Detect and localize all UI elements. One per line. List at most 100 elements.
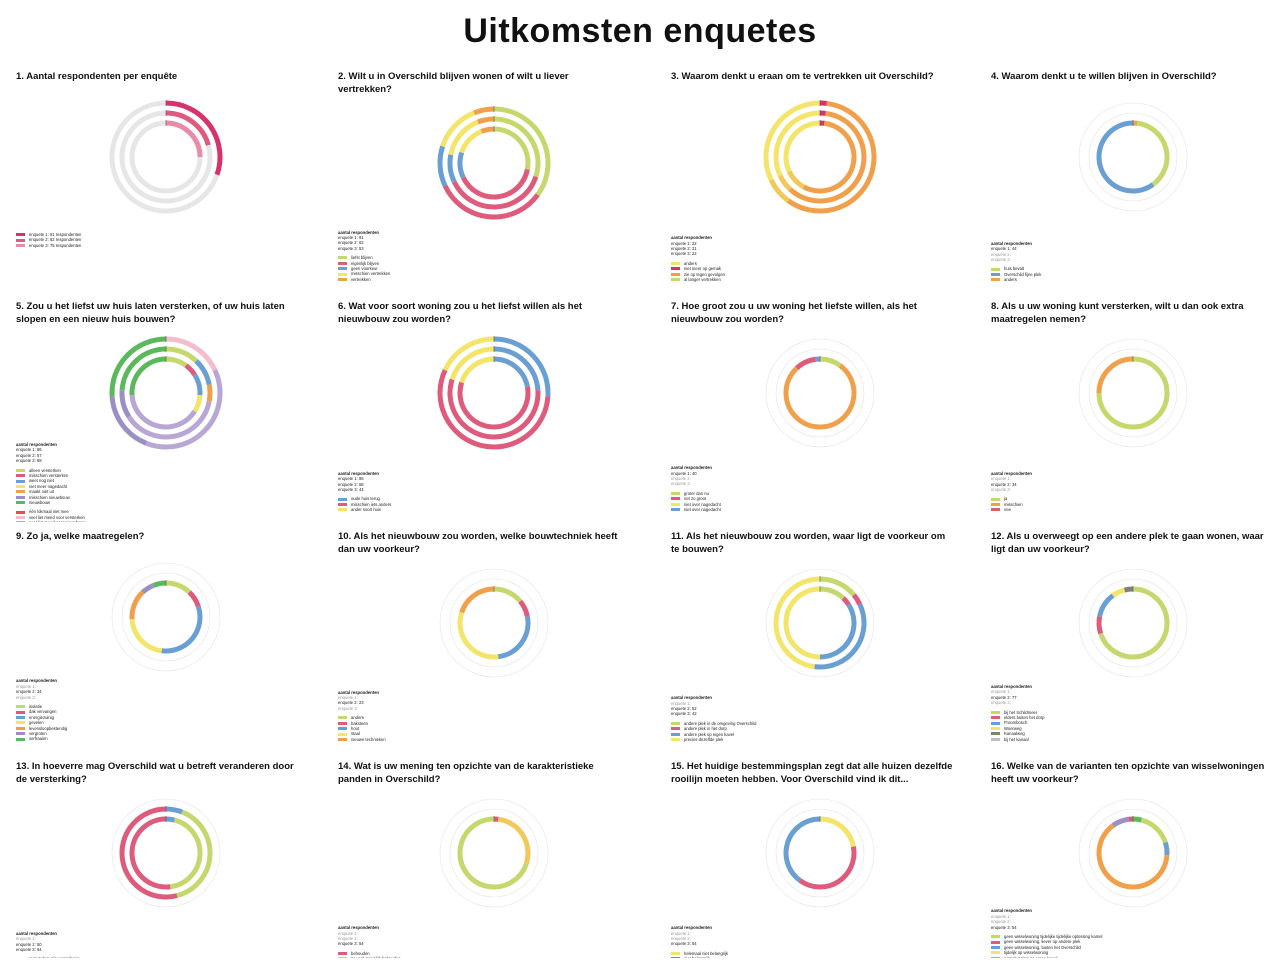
chart-panel-q3: 3. Waarom denkt u eraan om te vertrekken… (655, 62, 975, 292)
legend-item: nee (991, 507, 1032, 512)
donut-segment (161, 605, 203, 654)
legend-label: groter dan nu (684, 490, 709, 496)
respondents-count: enquete 2: 57 (16, 452, 42, 458)
legend-swatch (16, 726, 25, 730)
chart-legend: aantal respondenten enquete 1: enquete 2: … (991, 684, 1045, 742)
page-title: Uitkomsten enquetes (463, 12, 817, 50)
donut-segment (206, 384, 213, 402)
legend-label: vertrekken (351, 276, 371, 282)
donut-chart (765, 338, 875, 448)
legend-label: nieuwe technieken (351, 736, 386, 742)
chart-panel-q12: 12. Als u overweegt op een andere plek t… (975, 522, 1280, 752)
legend-label: precies dezelfde plek (684, 736, 724, 742)
chart-title: 7. Hoe groot zou u uw woning het liefste… (671, 301, 917, 325)
legend-item: ja (991, 496, 1032, 501)
donut-segment (1098, 586, 1170, 660)
guide-circle (775, 348, 865, 438)
donut-segment (448, 119, 479, 156)
legend-item: levensloopbestendig (16, 726, 67, 731)
legend-swatch (16, 501, 25, 505)
donut-segment (129, 394, 197, 430)
donut-chart (1078, 798, 1188, 908)
donut-segment (1136, 120, 1170, 187)
chart-legend: aantal respondenten enquete 1: enquete 2: … (671, 695, 756, 742)
donut-segment (493, 586, 523, 604)
legend-label: Froombosch (1004, 720, 1028, 726)
legend-label: enquete 2: 62 respondenten (29, 237, 82, 243)
chart-legend: aantal respondenten enquete 1: 44 enquete … (991, 241, 1041, 283)
legend-label: alleen versterken (29, 467, 61, 473)
chart-panel-q13: 13. In hoeverre mag Overschild wat u bet… (0, 752, 322, 958)
guide-circle (1078, 568, 1188, 678)
respondents-header: aantal respondenten (338, 229, 379, 235)
chart-legend: aantal respondenten enquete 1: enquete 2: … (16, 678, 67, 741)
guide-circle (439, 568, 549, 678)
respondents-count: enquete 1: 86 (338, 476, 364, 482)
legend-swatch (338, 277, 347, 281)
chart-legend: aantal respondenten enquete 1: 91 enquete … (338, 230, 390, 283)
donut-segment (1123, 586, 1134, 593)
legend-item: elders buiten het dorp (991, 715, 1045, 720)
respondents-count: enquete 2: (991, 919, 1011, 925)
legend-label: Overschild fijne plek (1004, 271, 1042, 277)
respondents-count: enquete 2: (671, 476, 691, 481)
respondents-count: enquete 3: 54 (338, 941, 364, 947)
guide-circle (765, 338, 875, 448)
legend-swatch (16, 495, 25, 499)
legend-label: Kanaalweg (1004, 731, 1025, 737)
donut-chart (439, 568, 549, 678)
guide-circle (121, 572, 211, 662)
guide-circle (439, 798, 549, 908)
donut-segment (165, 110, 211, 146)
donut-segment (129, 590, 145, 620)
legend-item: dak vervangen (16, 709, 67, 714)
legend-item: tijdelijk op wisselwoning (991, 950, 1102, 955)
legend-item: misschien vertrekken (338, 271, 390, 276)
donut-segment (819, 356, 842, 368)
respondents-count: enquete 2: 62 (338, 240, 364, 246)
donut-segment (129, 618, 163, 654)
chart-title: 11. Als het nieuwbouw zou worden, waar l… (671, 531, 946, 555)
donut-segment (129, 816, 171, 890)
respondents-header: aantal respondenten (338, 470, 379, 476)
legend-swatch (16, 705, 25, 709)
donut-segment (493, 106, 551, 197)
donut-segment (1097, 593, 1115, 618)
donut-segment (1111, 587, 1126, 598)
donut-segment (783, 586, 821, 660)
legend-item: helemaal niet belangrijk (671, 951, 728, 956)
legend-swatch (671, 727, 680, 731)
donut-segment (442, 184, 540, 220)
legend-label: huis bevalt (1004, 266, 1025, 272)
legend-item: isolatie (16, 704, 67, 709)
legend-label: oude huis terug (351, 496, 380, 502)
legend-swatch (991, 956, 1000, 958)
respondents-count: enquete 2: (671, 936, 691, 941)
legend-label: nieuwbouw (29, 499, 50, 505)
legend-swatch (16, 490, 25, 494)
donut-segment (518, 599, 530, 618)
donut-segment (442, 336, 495, 372)
donut-segment (447, 154, 457, 183)
legend-label: bij het kanaal (1004, 736, 1029, 742)
respondents-count: enquete 2: (338, 936, 358, 941)
guide-circle (765, 798, 875, 908)
legend-label: ander soort huis (351, 507, 382, 513)
legend-swatch (338, 267, 347, 271)
donut-segment (447, 378, 541, 440)
respondents-count: enquete 1: 44 (991, 246, 1017, 252)
donut-segment (165, 346, 198, 363)
legend-item: nieuwbouw (16, 500, 103, 505)
donut-segment (192, 373, 203, 396)
legend-swatch (991, 508, 1000, 512)
legend-swatch (338, 737, 347, 741)
legend-swatch (991, 503, 1000, 506)
legend-item: behouden (338, 951, 402, 956)
donut-segment (786, 170, 805, 189)
legend-item: maakt niet uit (16, 489, 103, 494)
donut-segment (437, 145, 448, 188)
respondents-count: enquete 2: 23 (338, 700, 364, 706)
legend-item: huis bevalt (991, 266, 1041, 271)
legend-swatch (671, 267, 680, 271)
legend-swatch (671, 262, 680, 265)
